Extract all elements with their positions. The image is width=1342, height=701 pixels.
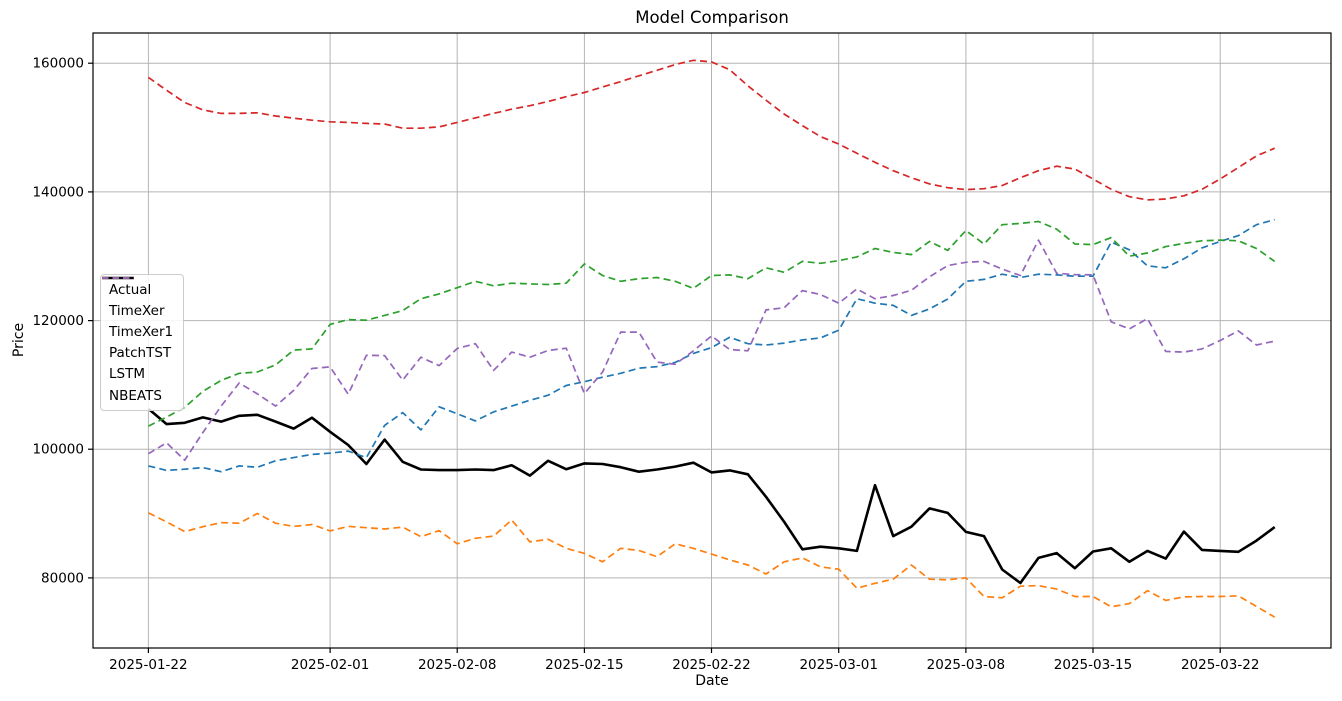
x-tick-label: 2025-02-15 [545, 657, 623, 673]
series-line-lstm [147, 59, 1276, 201]
y-tick-label: 80000 [41, 570, 84, 586]
legend-item-timexer1: TimeXer1 [102, 277, 174, 342]
x-tick-label: 2025-03-01 [799, 657, 877, 673]
legend-label: NBEATS [109, 387, 162, 404]
x-tick-label: 2025-03-15 [1054, 657, 1132, 673]
series-line-timexer [148, 218, 1275, 473]
grid [93, 33, 1331, 648]
x-axis-label: Date [695, 673, 729, 689]
series-line-nbeats [147, 239, 1275, 462]
x-tick-label: 2025-01-22 [109, 657, 187, 673]
x-tick-label: 2025-03-08 [927, 657, 1005, 673]
axis-ticks: 80000 100000 120000 140000 160000 2025-01-22 2… [32, 56, 1259, 673]
x-tick-label: 2025-03-22 [1181, 657, 1259, 673]
legend-label: TimeXer1 [109, 323, 174, 340]
y-tick-label: 120000 [32, 313, 84, 329]
x-tick-label: 2025-02-22 [672, 657, 750, 673]
y-axis-label: Price [11, 322, 27, 358]
chart-title: Model Comparison [635, 8, 789, 27]
legend-item-actual: Actual [102, 276, 173, 300]
legend-label: LSTM [109, 366, 145, 383]
y-tick-label: 140000 [32, 184, 84, 200]
series-lines [147, 59, 1276, 618]
series-line-actual [147, 407, 1276, 585]
x-tick-label: 2025-02-08 [418, 657, 496, 673]
legend-label: PatchTST [109, 345, 172, 362]
y-tick-label: 100000 [32, 442, 84, 458]
x-tick-label: 2025-02-01 [291, 657, 369, 673]
legend-label: Actual [109, 281, 152, 298]
y-tick-label: 160000 [32, 56, 84, 72]
legend-item-patchtst: PatchTST [102, 277, 173, 364]
series-line-timexer1 [148, 512, 1276, 618]
legend-item-lstm: LSTM [102, 277, 173, 385]
legend-item-timexer: TimeXer [102, 277, 173, 321]
legend-item-nbeats: NBEATS [102, 277, 173, 406]
series-line-patchtst [148, 220, 1276, 427]
legend-line-nbeats [102, 277, 134, 279]
legend-label: TimeXer [109, 302, 165, 319]
legend: Actual TimeXer TimeXer1 PatchTST LSTM NBEATS [100, 274, 185, 412]
